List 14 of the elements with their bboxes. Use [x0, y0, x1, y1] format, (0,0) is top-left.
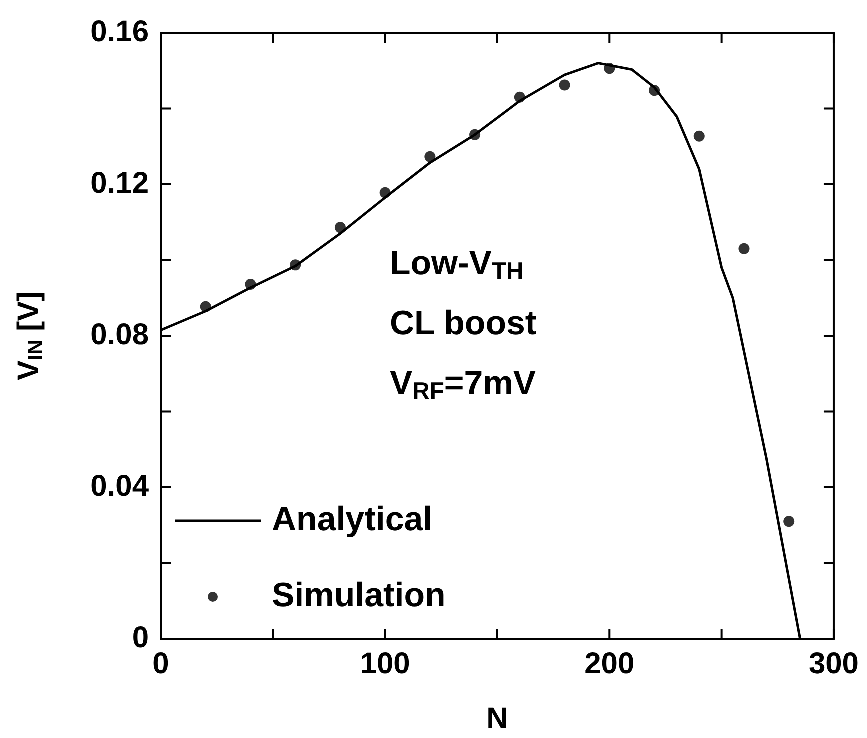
y-tick-label: 0.08	[90, 318, 149, 352]
x-tick-label: 100	[360, 647, 410, 680]
x-tick-label: 300	[808, 647, 860, 680]
annotation: CL boost	[390, 304, 537, 342]
y-tick-label: 0	[132, 621, 149, 654]
x-axis-title: N	[486, 702, 508, 736]
y-tick-label: 0.16	[90, 15, 149, 48]
y-axis-title: VIN [V]	[12, 291, 48, 381]
legend-label: Simulation	[272, 576, 446, 614]
x-tick-label: 200	[584, 647, 635, 680]
y-tick-label: 0.04	[90, 470, 150, 503]
x-tick-label: 0	[152, 647, 170, 680]
legend-label: Analytical	[272, 500, 433, 538]
y-tick-label: 0.12	[90, 166, 149, 200]
